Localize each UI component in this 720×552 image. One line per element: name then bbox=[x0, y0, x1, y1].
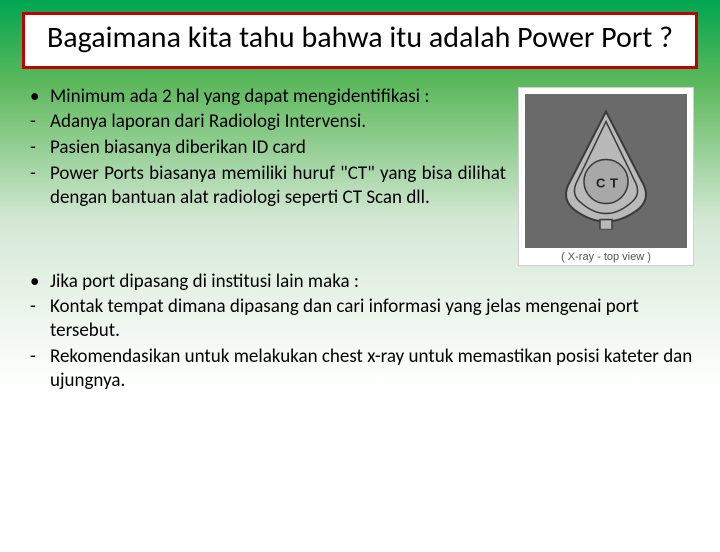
item-text: Adanya laporan dari Radiologi Intervensi… bbox=[50, 110, 506, 134]
lead-bullet-2: • Jika port dipasang di institusi lain m… bbox=[26, 270, 694, 294]
dash-icon: - bbox=[26, 345, 50, 393]
item-text: Kontak tempat dimana dipasang dan cari i… bbox=[50, 295, 694, 343]
bullet-icon: • bbox=[26, 270, 50, 294]
dash-icon: - bbox=[26, 295, 50, 343]
content-area: • Minimum ada 2 hal yang dapat mengident… bbox=[0, 77, 720, 393]
svg-text:T: T bbox=[610, 175, 618, 190]
item-text: Power Ports biasanya memiliki huruf "CT"… bbox=[50, 162, 506, 210]
item-text: Rekomendasikan untuk melakukan chest x-r… bbox=[50, 345, 694, 393]
xray-card: C T ( X-ray - top view ) bbox=[518, 87, 694, 266]
text-column-upper: • Minimum ada 2 hal yang dapat mengident… bbox=[26, 85, 506, 266]
lead-bullet-1: • Minimum ada 2 hal yang dapat mengident… bbox=[26, 85, 506, 109]
list-item: - Adanya laporan dari Radiologi Interven… bbox=[26, 110, 506, 134]
upper-row: • Minimum ada 2 hal yang dapat mengident… bbox=[26, 85, 694, 266]
bullet-icon: • bbox=[26, 85, 50, 109]
lead-text-1: Minimum ada 2 hal yang dapat mengidentif… bbox=[50, 85, 506, 109]
item-text: Pasien biasanya diberikan ID card bbox=[50, 136, 506, 160]
list-item: - Rekomendasikan untuk melakukan chest x… bbox=[26, 345, 694, 393]
image-caption: ( X-ray - top view ) bbox=[525, 251, 687, 263]
list-item: - Pasien biasanya diberikan ID card bbox=[26, 136, 506, 160]
image-column: C T ( X-ray - top view ) bbox=[518, 85, 694, 266]
port-shape-icon: C T bbox=[556, 107, 656, 229]
dash-icon: - bbox=[26, 162, 50, 210]
list-item: - Kontak tempat dimana dipasang dan cari… bbox=[26, 295, 694, 343]
slide-title: Bagaimana kita tahu bahwa itu adalah Pow… bbox=[37, 21, 683, 56]
xray-image: C T bbox=[525, 94, 687, 248]
dash-icon: - bbox=[26, 110, 50, 134]
lead-text-2: Jika port dipasang di institusi lain mak… bbox=[50, 270, 694, 294]
svg-text:C: C bbox=[596, 175, 606, 190]
list-item: - Power Ports biasanya memiliki huruf "C… bbox=[26, 162, 506, 210]
text-column-lower: • Jika port dipasang di institusi lain m… bbox=[26, 270, 694, 393]
title-box: Bagaimana kita tahu bahwa itu adalah Pow… bbox=[22, 12, 698, 69]
dash-icon: - bbox=[26, 136, 50, 160]
